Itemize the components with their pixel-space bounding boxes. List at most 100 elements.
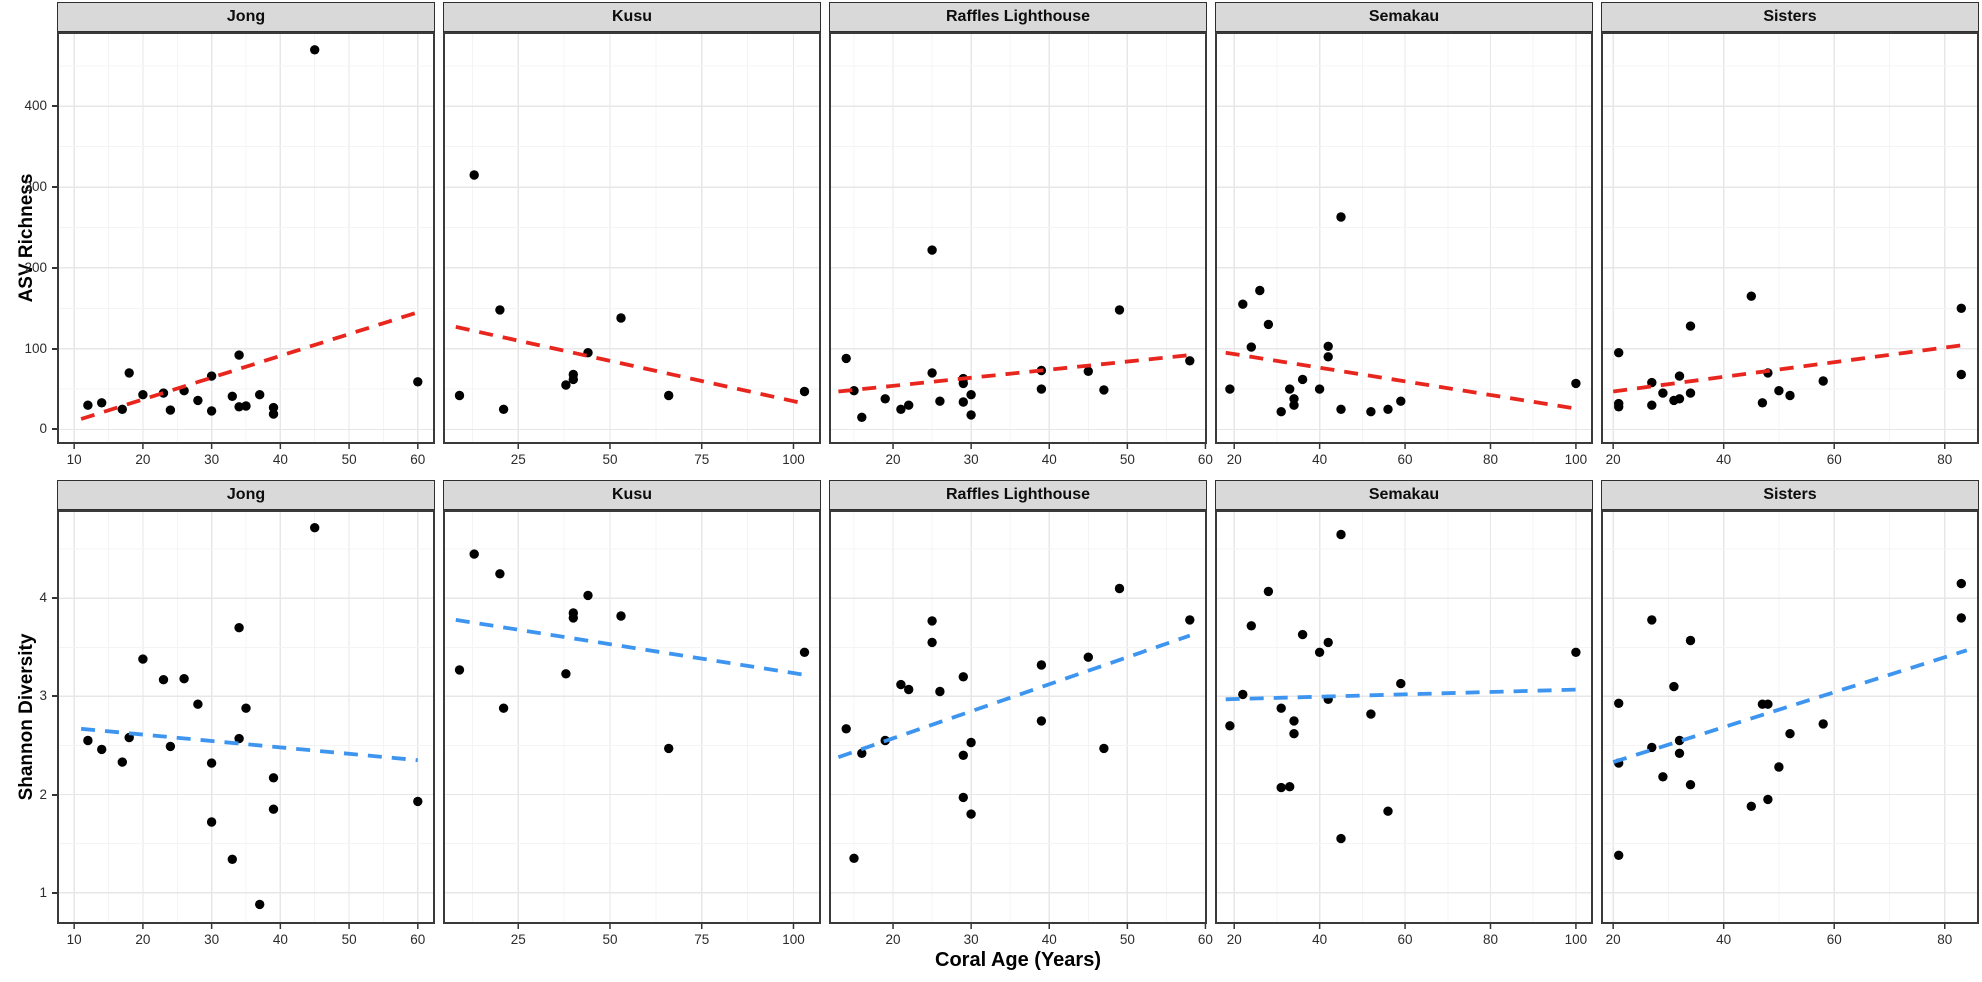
scatter-point	[1263, 319, 1274, 330]
scatter-point	[1669, 681, 1679, 692]
scatter-point	[896, 679, 906, 690]
gridlines	[1215, 510, 1593, 924]
y-tick-mark	[52, 105, 57, 108]
facet-panel: 20 40 60 80	[1601, 510, 1979, 947]
scatter-point	[158, 675, 169, 685]
scatter-point	[165, 741, 176, 752]
trend-line	[1225, 350, 1581, 412]
scatter-point	[1323, 352, 1333, 362]
y-axis-title-shannon-diversity: Shannon Diversity	[16, 633, 37, 801]
scatter-point	[966, 410, 976, 420]
scatter-point	[234, 623, 244, 633]
x-tick-label: 30	[964, 932, 979, 947]
scatter-point	[1774, 762, 1784, 772]
scatter-point	[1099, 385, 1109, 395]
y-tick-mark	[52, 266, 57, 269]
scatter-points	[841, 583, 1195, 863]
x-tick-label: 40	[1312, 932, 1327, 947]
x-tick-label: 80	[1937, 932, 1952, 947]
scatter-point	[1956, 303, 1966, 313]
scatter-point	[561, 380, 571, 390]
scatter-point	[1746, 291, 1756, 301]
scatter-points	[454, 549, 810, 754]
scatter-point	[1763, 794, 1773, 805]
scatter-point	[1614, 402, 1624, 412]
scatter-point	[413, 377, 423, 387]
scatter-point	[1297, 374, 1308, 385]
scatter-point	[1276, 407, 1286, 417]
scatter-point	[1658, 772, 1668, 782]
scatter-point	[117, 757, 127, 767]
scatter-point	[1246, 621, 1256, 631]
panel-border	[1215, 510, 1593, 924]
scatter-point	[1647, 615, 1657, 625]
x-tick-label: 20	[1227, 932, 1242, 947]
scatter-point	[1956, 578, 1966, 589]
y-tick-label: 4	[39, 590, 47, 606]
scatter-point	[857, 748, 867, 758]
trend-line	[80, 726, 418, 763]
facet-panel: 25 50 75 100	[443, 32, 821, 467]
scatter-point	[1083, 366, 1093, 376]
scatter-point	[583, 590, 593, 601]
scatter-point	[664, 743, 674, 754]
facet-strip: Kusu	[443, 2, 821, 32]
scatter-point	[1366, 407, 1376, 417]
scatter-point	[310, 523, 320, 533]
scatter-point	[1323, 637, 1333, 648]
scatter-point	[206, 406, 217, 416]
trend-line	[1225, 687, 1581, 702]
panel-border	[829, 510, 1207, 924]
scatter-point	[1297, 629, 1308, 640]
facet-strip: Semakau	[1215, 480, 1593, 510]
scatter-point	[1366, 709, 1376, 719]
scatter-point	[1757, 398, 1768, 408]
x-tick-label: 75	[694, 932, 709, 947]
x-tick-label: 60	[410, 932, 425, 947]
scatter-point	[1763, 699, 1773, 709]
scatter-point	[1323, 341, 1333, 351]
scatter-point	[495, 569, 505, 579]
x-tick-label: 50	[1120, 932, 1135, 947]
scatter-point	[857, 412, 867, 422]
x-tick-label: 20	[135, 452, 150, 467]
scatter-point	[310, 45, 320, 55]
x-tick-label: 100	[1565, 452, 1588, 467]
scatter-point	[1246, 342, 1256, 352]
scatter-point	[1383, 404, 1393, 414]
scatter-point	[255, 390, 265, 400]
facet-strip: Raffles Lighthouse	[829, 480, 1207, 510]
scatter-point	[1336, 529, 1346, 540]
scatter-point	[1336, 212, 1346, 222]
scatter-point	[904, 400, 914, 410]
gridlines	[1601, 32, 1979, 444]
panel-border	[443, 510, 821, 924]
scatter-point	[1396, 678, 1406, 689]
scatter-point	[268, 402, 279, 413]
scatter-point	[1225, 721, 1235, 731]
scatter-point	[1285, 384, 1295, 394]
facet-strip-label: Sisters	[1763, 8, 1817, 25]
trend-line	[455, 618, 805, 677]
scatter-point	[1571, 647, 1581, 657]
scatter-point	[234, 733, 244, 744]
x-tick-label: 60	[1827, 932, 1842, 947]
facet-strip-label: Kusu	[612, 486, 652, 503]
scatter-point	[927, 616, 937, 626]
x-tick-label: 20	[1606, 452, 1621, 467]
scatter-point	[896, 404, 906, 414]
scatter-point	[1289, 400, 1299, 410]
scatter-point	[1614, 348, 1624, 358]
facet-strip-label: Raffles Lighthouse	[945, 8, 1090, 25]
scatter-point	[117, 404, 127, 414]
x-tick-label: 50	[1120, 452, 1135, 467]
scatter-point	[1685, 635, 1696, 646]
scatter-point	[927, 245, 937, 255]
scatter-point	[1647, 400, 1657, 410]
facet-kusu-asv-richness: Kusu 25 50 75 100	[443, 2, 821, 470]
scatter-point	[469, 170, 479, 180]
x-tick-label: 50	[342, 452, 357, 467]
scatter-point	[206, 817, 217, 827]
scatter-point	[958, 792, 968, 803]
x-tick-label: 25	[511, 932, 526, 947]
